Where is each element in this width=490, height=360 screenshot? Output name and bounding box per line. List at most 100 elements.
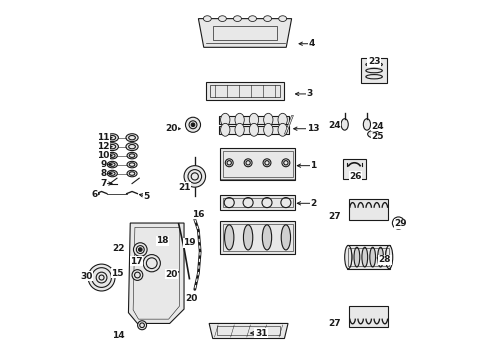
Ellipse shape: [184, 166, 205, 187]
Bar: [343, 159, 366, 179]
Ellipse shape: [248, 16, 256, 22]
Text: 3: 3: [306, 89, 313, 98]
Text: 24: 24: [371, 122, 384, 131]
Text: 25: 25: [371, 132, 384, 141]
Ellipse shape: [127, 170, 137, 177]
Bar: [220, 221, 295, 253]
Text: 22: 22: [113, 244, 125, 253]
Ellipse shape: [235, 113, 245, 126]
Ellipse shape: [224, 225, 234, 250]
Ellipse shape: [126, 134, 138, 141]
Text: 29: 29: [394, 219, 407, 228]
Text: 20: 20: [165, 270, 178, 279]
Ellipse shape: [278, 123, 287, 136]
Text: 15: 15: [111, 269, 124, 278]
Ellipse shape: [96, 272, 107, 283]
Ellipse shape: [219, 16, 226, 22]
Text: 27: 27: [328, 319, 341, 328]
Text: 12: 12: [97, 142, 110, 151]
Bar: [349, 306, 389, 327]
Text: 8: 8: [100, 169, 106, 178]
Ellipse shape: [354, 247, 360, 267]
Text: 30: 30: [80, 271, 93, 280]
Text: 19: 19: [183, 238, 196, 247]
Text: 4: 4: [308, 39, 315, 48]
Ellipse shape: [188, 170, 201, 183]
Text: 1: 1: [310, 161, 316, 170]
Text: 9: 9: [100, 160, 106, 169]
Polygon shape: [198, 19, 292, 47]
Bar: [219, 126, 289, 134]
Bar: [217, 327, 280, 336]
Text: 7: 7: [100, 179, 106, 188]
Text: 28: 28: [379, 255, 391, 264]
Ellipse shape: [249, 113, 259, 126]
Bar: [222, 224, 293, 251]
Text: 27: 27: [328, 212, 341, 221]
Ellipse shape: [133, 243, 147, 256]
Ellipse shape: [386, 247, 392, 267]
Ellipse shape: [106, 134, 119, 141]
Ellipse shape: [249, 123, 259, 136]
Text: 5: 5: [143, 192, 149, 201]
Ellipse shape: [107, 152, 117, 159]
Ellipse shape: [279, 16, 287, 22]
Ellipse shape: [191, 123, 195, 127]
Ellipse shape: [368, 131, 379, 138]
Ellipse shape: [278, 113, 287, 126]
Ellipse shape: [362, 247, 368, 267]
Ellipse shape: [127, 152, 137, 159]
Bar: [222, 198, 293, 207]
Bar: [220, 195, 295, 210]
Ellipse shape: [264, 16, 271, 22]
Ellipse shape: [378, 247, 383, 267]
Ellipse shape: [370, 247, 375, 267]
Ellipse shape: [107, 170, 117, 177]
Ellipse shape: [264, 113, 273, 126]
Text: 24: 24: [328, 121, 341, 130]
Text: 20: 20: [165, 124, 178, 133]
Ellipse shape: [220, 113, 230, 126]
Bar: [219, 116, 289, 124]
Text: 2: 2: [310, 199, 316, 208]
Ellipse shape: [139, 248, 142, 251]
Ellipse shape: [234, 16, 242, 22]
Ellipse shape: [346, 247, 352, 267]
Ellipse shape: [244, 225, 253, 250]
Text: 14: 14: [113, 332, 125, 341]
Ellipse shape: [344, 246, 352, 269]
Ellipse shape: [203, 16, 211, 22]
Ellipse shape: [107, 161, 117, 168]
Polygon shape: [285, 116, 294, 134]
Text: 11: 11: [97, 133, 110, 142]
Polygon shape: [209, 323, 288, 338]
Bar: [349, 199, 389, 220]
Text: 26: 26: [349, 172, 362, 181]
Text: 20: 20: [185, 294, 197, 303]
Ellipse shape: [143, 255, 160, 272]
Ellipse shape: [126, 143, 138, 150]
Ellipse shape: [235, 123, 245, 136]
Ellipse shape: [127, 161, 137, 168]
Ellipse shape: [341, 119, 348, 130]
Bar: [220, 148, 295, 180]
Bar: [205, 82, 285, 100]
Bar: [210, 85, 280, 97]
Bar: [348, 248, 389, 266]
Text: 18: 18: [156, 237, 169, 246]
Bar: [361, 58, 387, 83]
Bar: [347, 246, 390, 269]
Ellipse shape: [132, 270, 143, 280]
Text: 23: 23: [368, 57, 380, 66]
Text: 10: 10: [97, 151, 110, 160]
Bar: [222, 151, 293, 177]
Ellipse shape: [88, 264, 115, 291]
Ellipse shape: [386, 246, 393, 269]
Ellipse shape: [364, 119, 370, 130]
Bar: [213, 26, 277, 40]
Polygon shape: [128, 223, 184, 323]
Ellipse shape: [262, 225, 271, 250]
Text: 13: 13: [307, 124, 319, 133]
Text: 21: 21: [178, 183, 190, 192]
Text: 16: 16: [192, 210, 205, 219]
